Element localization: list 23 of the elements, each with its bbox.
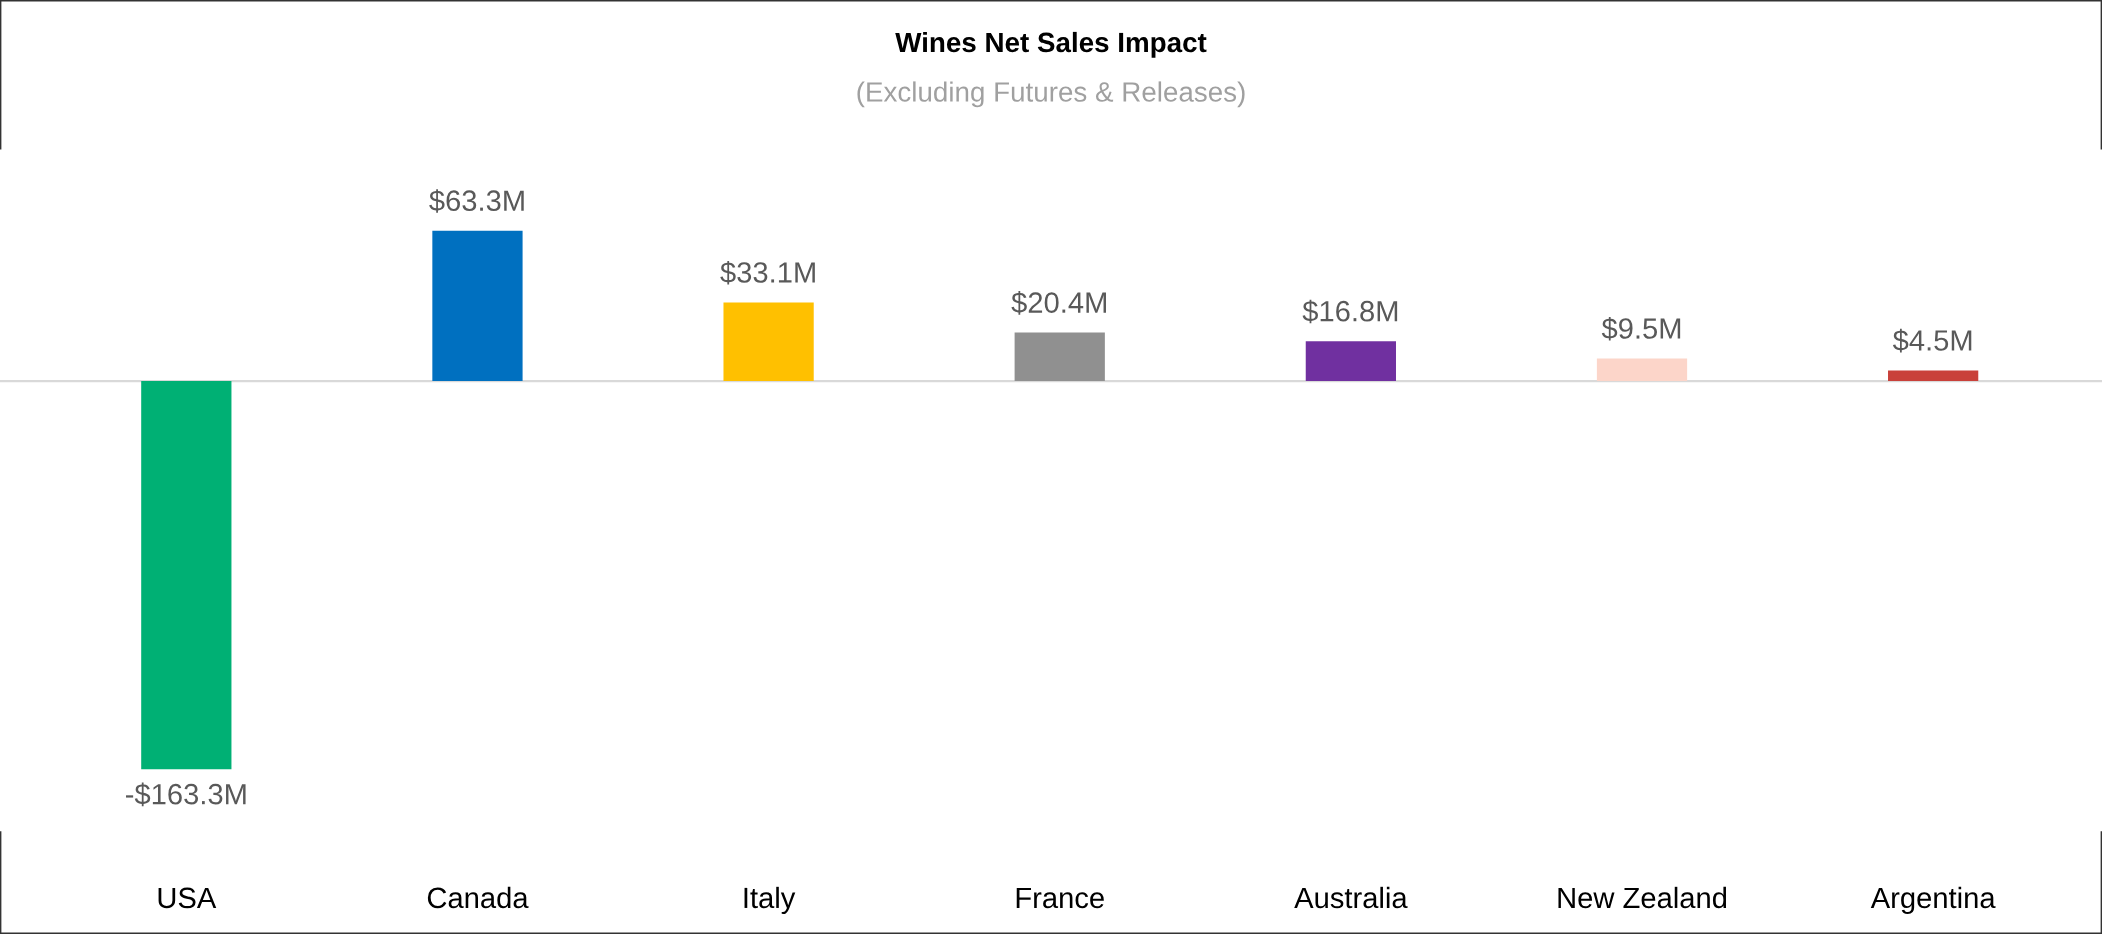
x-tick-label: New Zealand xyxy=(1558,886,1727,909)
x-tick-label: Canada xyxy=(427,886,529,909)
x-tick-label: Australia xyxy=(1294,886,1408,909)
data-label: -$163.3M xyxy=(126,782,246,807)
bar xyxy=(1305,341,1396,382)
data-label: $63.3M xyxy=(429,189,524,213)
data-label: $20.4M xyxy=(1011,291,1106,315)
bar xyxy=(1888,370,1979,382)
x-tick-label: USA xyxy=(158,887,217,909)
chart-subtitle: (Excluding Futures & Releases) xyxy=(857,81,1245,108)
bar xyxy=(432,230,523,382)
bar xyxy=(1596,358,1688,382)
bar xyxy=(723,302,814,382)
data-label: $16.8M xyxy=(1302,299,1398,324)
bar xyxy=(141,381,232,770)
x-tick-label: Italy xyxy=(744,886,796,914)
x-tick-label: France xyxy=(1016,887,1104,909)
bar xyxy=(1014,332,1105,382)
data-label: $33.1M xyxy=(720,260,815,285)
data-label: $4.5M xyxy=(1892,328,1972,353)
data-label: $9.5M xyxy=(1601,316,1681,341)
x-tick-label: Argentina xyxy=(1870,886,1996,914)
chart-title: Wines Net Sales Impact xyxy=(895,31,1207,58)
